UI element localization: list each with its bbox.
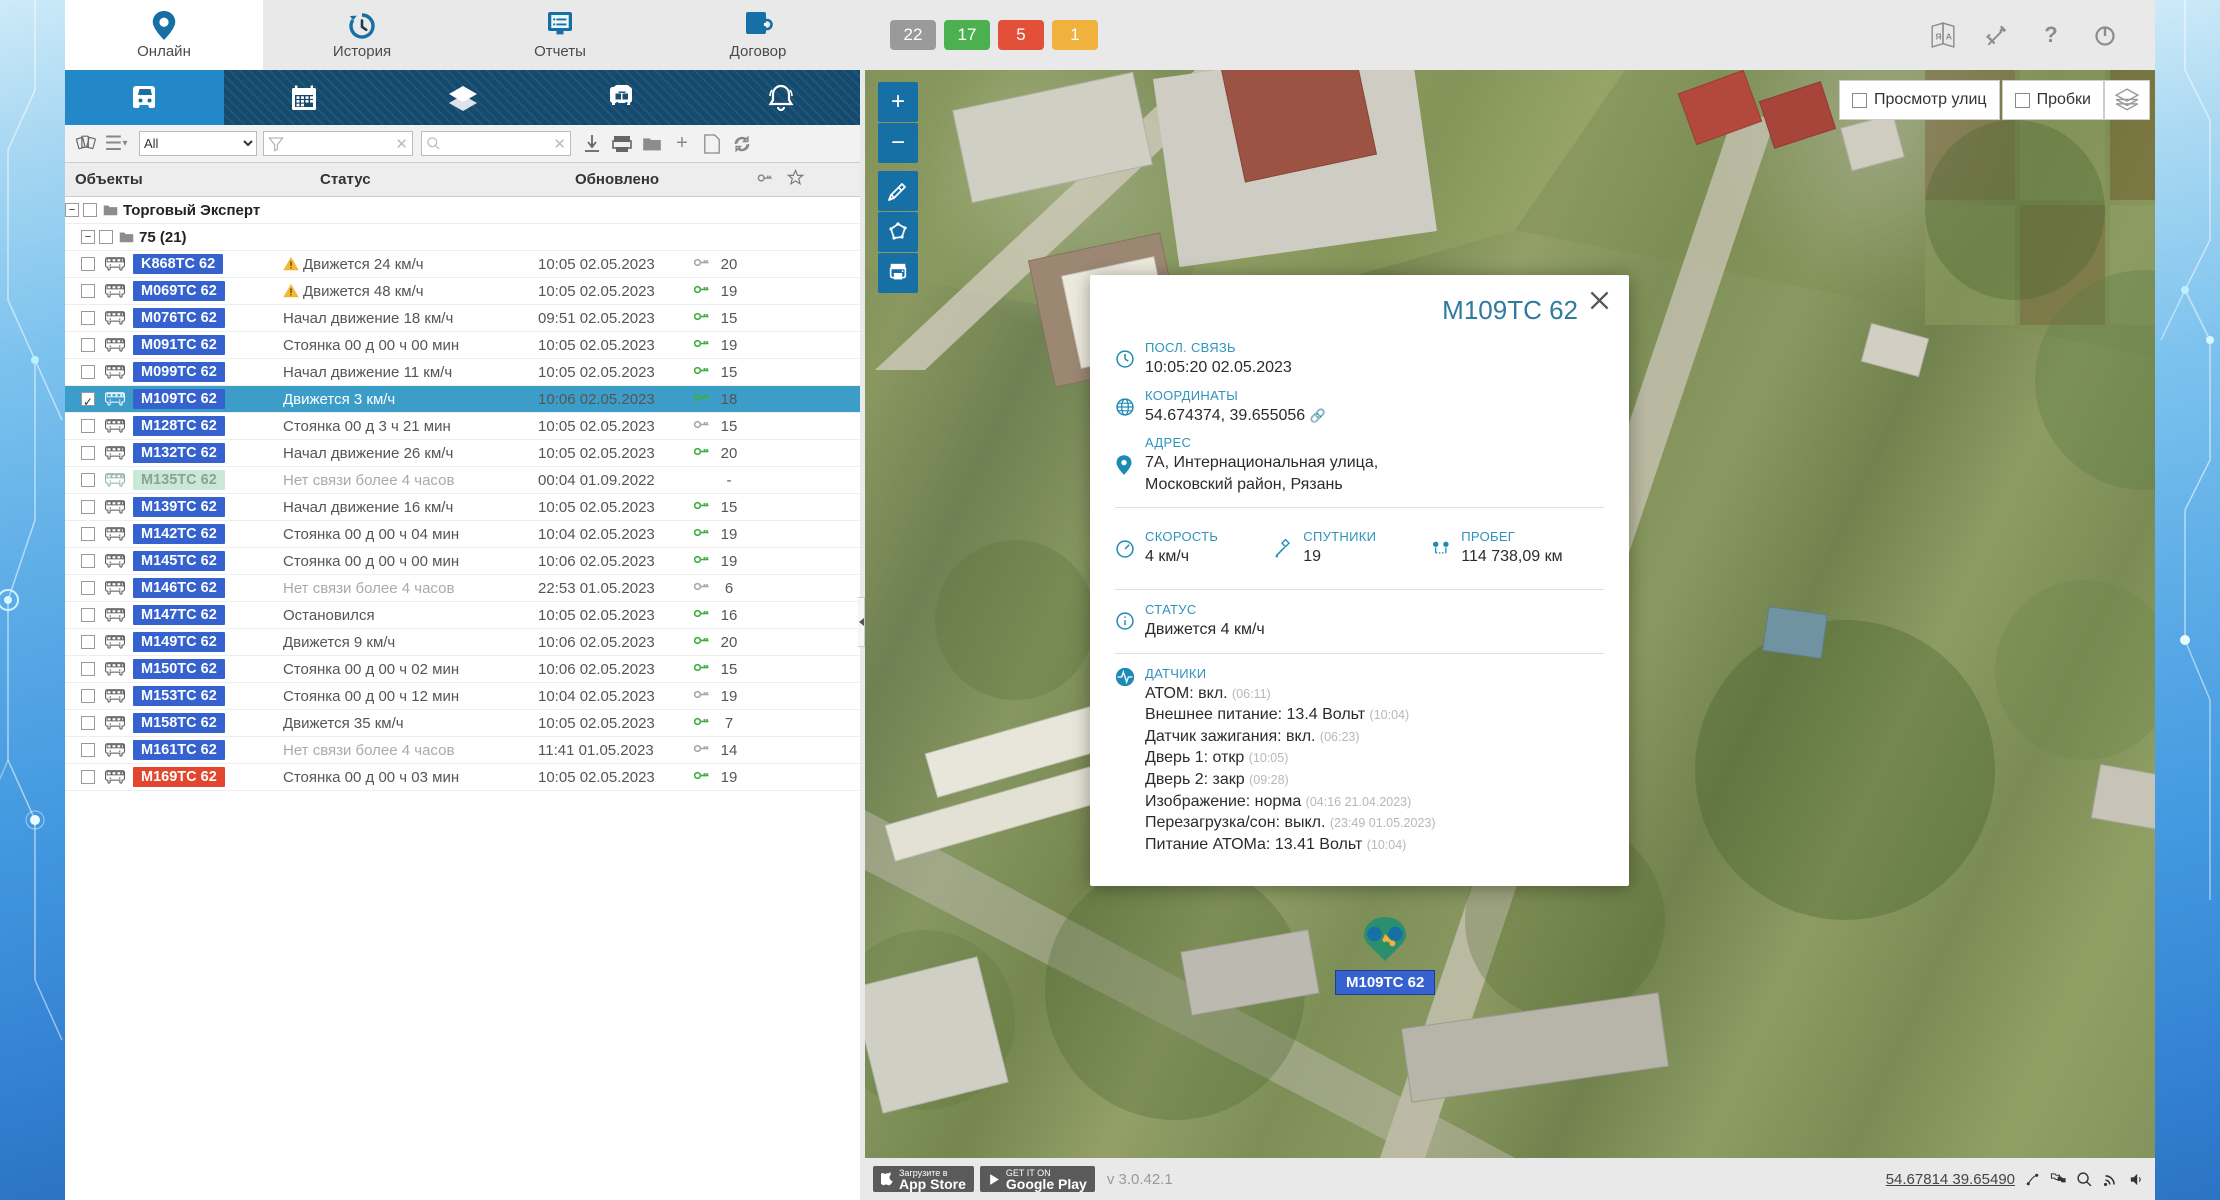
- svg-text:Я: Я: [1935, 31, 1941, 41]
- svg-text:A: A: [1946, 31, 1953, 41]
